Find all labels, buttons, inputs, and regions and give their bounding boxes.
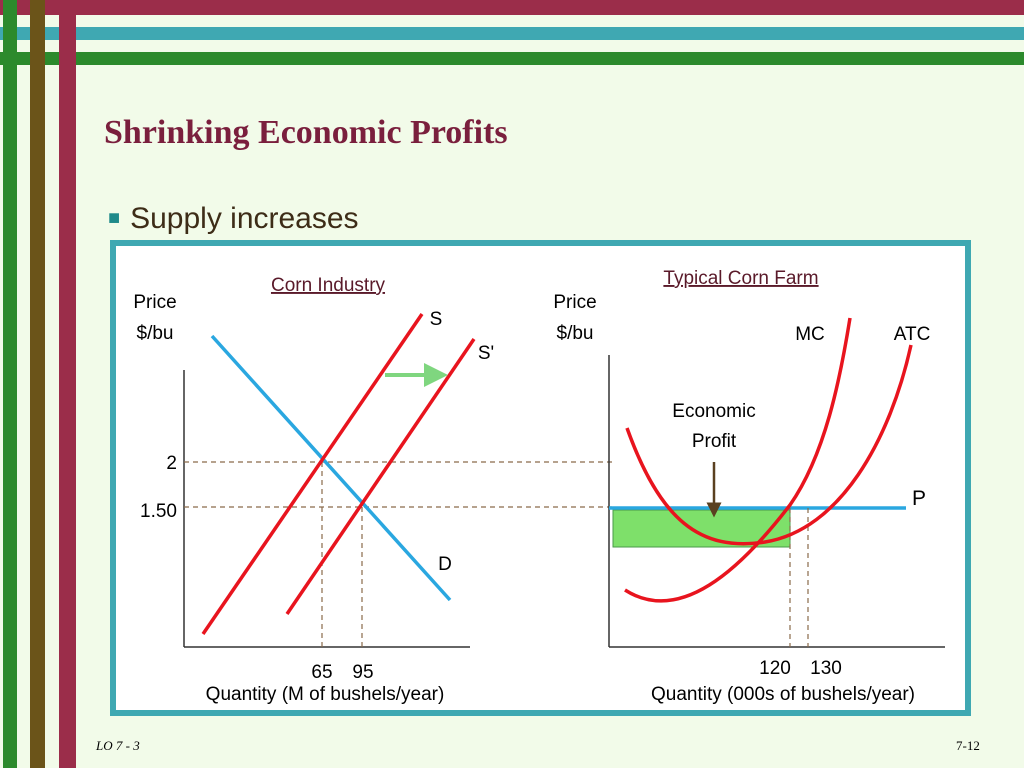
farm-panel: Typical Corn Farm Price $/bu MC ATC P Ec… bbox=[553, 268, 945, 705]
mc-curve bbox=[624, 317, 852, 603]
price-tick-150: 1.50 bbox=[140, 501, 177, 522]
bullet-text: Supply increases bbox=[130, 202, 359, 235]
industry-x-label: Quantity (M of bushels/year) bbox=[206, 684, 445, 705]
atc-curve bbox=[625, 344, 913, 546]
demand-label: D bbox=[438, 554, 452, 575]
new-supply-label: S' bbox=[478, 343, 494, 364]
price-tick-2: 2 bbox=[166, 453, 177, 474]
footer-page-number: 7-12 bbox=[956, 738, 980, 753]
qty-tick-130: 130 bbox=[810, 658, 842, 679]
left-bar-green bbox=[3, 0, 17, 768]
industry-panel: Corn Industry Price $/bu 2 1.50 65 95 Qu… bbox=[133, 275, 614, 705]
top-bar-maroon bbox=[0, 0, 1024, 15]
bullet-square-icon: ■ bbox=[108, 207, 121, 229]
supply-curve bbox=[201, 313, 424, 635]
demand-curve bbox=[210, 334, 452, 602]
figure-frame bbox=[110, 240, 971, 716]
slide-title: Shrinking Economic Profits bbox=[104, 114, 508, 151]
qty-tick-95: 95 bbox=[352, 662, 373, 683]
atc-label: ATC bbox=[894, 324, 931, 345]
qty-tick-65: 65 bbox=[311, 662, 332, 683]
industry-y-label-price: Price bbox=[133, 292, 176, 313]
mc-label: MC bbox=[795, 324, 825, 345]
profit-label-line1: Economic bbox=[672, 401, 755, 422]
figure-canvas bbox=[116, 246, 965, 710]
industry-y-label-unit: $/bu bbox=[137, 323, 174, 344]
left-bar-maroon bbox=[59, 0, 76, 768]
left-bar-brown bbox=[30, 0, 45, 768]
profit-label-line2: Profit bbox=[692, 431, 737, 452]
top-bar-green bbox=[0, 52, 1024, 65]
farm-title: Typical Corn Farm bbox=[663, 268, 818, 289]
price-label: P bbox=[912, 487, 926, 510]
qty-tick-120: 120 bbox=[759, 658, 791, 679]
farm-x-label: Quantity (000s of bushels/year) bbox=[651, 684, 915, 705]
industry-title: Corn Industry bbox=[271, 275, 386, 296]
farm-y-label-price: Price bbox=[553, 292, 596, 313]
bullet-item: ■ Supply increases bbox=[108, 202, 359, 236]
supply-label: S bbox=[430, 309, 443, 330]
top-bar-teal bbox=[0, 27, 1024, 40]
farm-y-label-unit: $/bu bbox=[557, 323, 594, 344]
footer-learning-objective: LO 7 - 3 bbox=[96, 738, 140, 753]
